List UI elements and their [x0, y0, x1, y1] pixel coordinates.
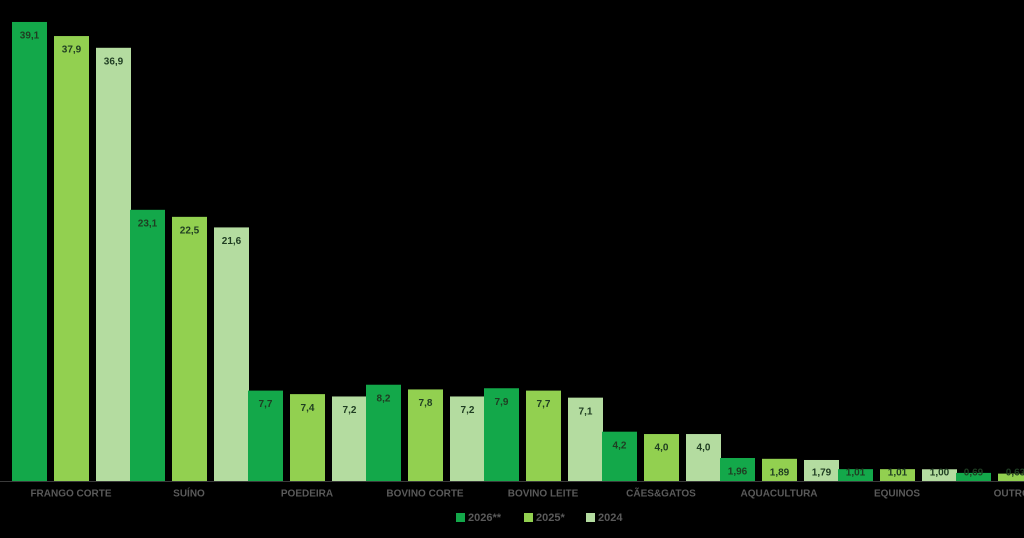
bar [96, 47, 131, 481]
bar [172, 216, 207, 481]
bar [956, 472, 991, 481]
x-tick-label: CÃES&GATOS [626, 487, 696, 500]
legend-label: 2026** [468, 512, 502, 524]
value-label: 0,63 [1006, 468, 1024, 479]
bar [290, 394, 325, 481]
x-tick-label: POEDEIRA [281, 489, 333, 500]
bar [838, 469, 873, 481]
value-label: 7,1 [579, 406, 593, 417]
value-label: 4,0 [697, 443, 711, 454]
value-label: 7,9 [495, 397, 509, 408]
bar [12, 21, 47, 481]
legend-swatch [524, 513, 533, 522]
bar [408, 389, 443, 481]
x-tick-label: SUÍNO [173, 487, 205, 500]
bar [602, 431, 637, 481]
x-tick-label: FRANGO CORTE [30, 489, 111, 500]
value-label: 0,69 [964, 468, 984, 479]
value-label: 1,79 [812, 468, 832, 479]
bar [880, 469, 915, 481]
value-label: 36,9 [104, 56, 124, 67]
bar [214, 227, 249, 481]
bar [526, 390, 561, 481]
x-tick-label: EQUINOS [874, 489, 920, 500]
value-label: 7,8 [419, 398, 433, 409]
x-tick-label: AQUACULTURA [740, 489, 817, 500]
value-label: 1,01 [888, 468, 908, 479]
legend-swatch [586, 513, 595, 522]
bar [644, 434, 679, 481]
bar [762, 458, 797, 481]
bar [450, 396, 485, 481]
bar [998, 473, 1024, 481]
value-label: 4,2 [613, 440, 627, 451]
bar [568, 397, 603, 481]
bar [332, 396, 367, 481]
value-label: 1,00 [930, 468, 950, 479]
bar [922, 469, 957, 481]
bar [804, 459, 839, 481]
value-label: 8,2 [377, 393, 391, 404]
value-label: 23,1 [138, 218, 158, 229]
value-label: 7,4 [301, 403, 315, 414]
bar [130, 209, 165, 481]
value-label: 4,0 [655, 443, 669, 454]
legend-label: 2025* [536, 512, 565, 524]
value-label: 22,5 [180, 225, 200, 236]
bar [484, 388, 519, 481]
x-tick-label: OUTROS [994, 489, 1024, 500]
bar [54, 36, 89, 481]
value-label: 1,96 [728, 467, 748, 478]
value-label: 7,7 [259, 399, 273, 410]
value-label: 1,01 [846, 468, 866, 479]
legend-label: 2024 [598, 512, 623, 524]
value-label: 21,6 [222, 236, 242, 247]
bar [366, 384, 401, 481]
x-tick-label: BOVINO CORTE [386, 489, 464, 500]
value-label: 37,9 [62, 45, 82, 56]
value-label: 7,2 [461, 405, 475, 416]
bar [720, 457, 755, 481]
bar [686, 434, 721, 481]
value-label: 1,89 [770, 467, 790, 478]
x-tick-label: BOVINO LEITE [508, 489, 579, 500]
value-label: 39,1 [20, 31, 40, 42]
value-label: 7,7 [537, 399, 551, 410]
legend-swatch [456, 513, 465, 522]
bar [248, 390, 283, 481]
value-label: 7,2 [343, 405, 357, 416]
